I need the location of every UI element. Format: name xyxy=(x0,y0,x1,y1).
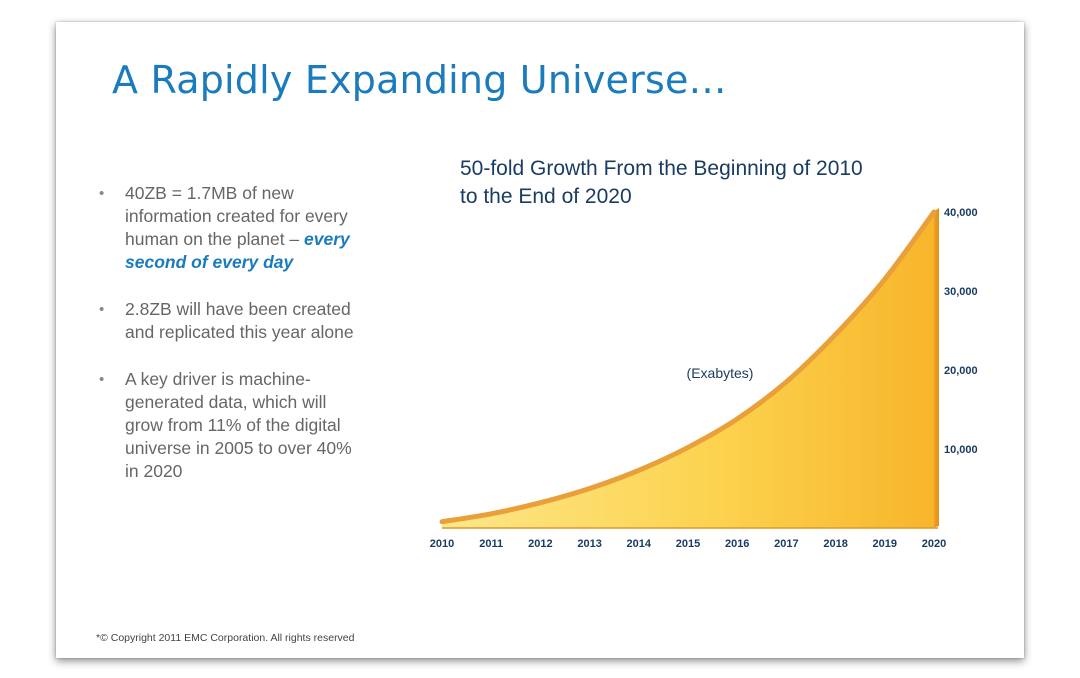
x-tick-label: 2014 xyxy=(627,538,652,550)
x-tick-label: 2010 xyxy=(430,538,454,550)
bullet-text: 40ZB = 1.7MB of new information created … xyxy=(125,183,348,249)
x-tick-label: 2018 xyxy=(823,538,847,550)
x-tick-label: 2017 xyxy=(774,538,798,550)
slide-title: A Rapidly Expanding Universe… xyxy=(112,58,727,102)
slide: A Rapidly Expanding Universe… 40ZB = 1.7… xyxy=(56,22,1024,658)
bullet-item: 2.8ZB will have been created and replica… xyxy=(96,298,366,344)
area-top-edge xyxy=(439,209,937,525)
bullet-emphasis: every second of every day xyxy=(125,229,350,272)
x-tick-label: 2020 xyxy=(922,538,946,550)
unit-label: (Exabytes) xyxy=(687,365,754,381)
x-tick-label: 2013 xyxy=(577,538,601,550)
y-tick-label: 30,000 xyxy=(944,286,978,298)
y-tick-label: 20,000 xyxy=(944,365,978,377)
x-tick-label: 2012 xyxy=(528,538,552,550)
x-tick-label: 2019 xyxy=(873,538,897,550)
y-axis: 10,000 20,000 30,000 40,000 xyxy=(944,207,978,456)
x-tick-label: 2015 xyxy=(676,538,700,550)
y-tick-label: 10,000 xyxy=(944,444,978,456)
area-right-face xyxy=(933,208,939,528)
bullet-text: 2.8ZB will have been created and replica… xyxy=(125,299,354,342)
bullet-item: 40ZB = 1.7MB of new information created … xyxy=(96,182,366,274)
bullet-list: 40ZB = 1.7MB of new information created … xyxy=(96,182,366,507)
chart-title: 50-fold Growth From the Beginning of 201… xyxy=(460,155,960,211)
x-tick-label: 2011 xyxy=(479,538,503,550)
y-tick-label: 40,000 xyxy=(944,207,978,219)
x-tick-label: 2016 xyxy=(725,538,749,550)
bullet-item: A key driver is machine-generated data, … xyxy=(96,368,366,483)
copyright-notice: *© Copyright 2011 EMC Corporation. All r… xyxy=(96,632,355,644)
chart-title-line: 50-fold Growth From the Beginning of 201… xyxy=(460,157,863,180)
bullet-text: A key driver is machine-generated data, … xyxy=(125,369,352,481)
area-series-fill xyxy=(442,212,934,528)
x-axis: 2010 2011 2012 2013 2014 2015 2016 2017 2018 2019… xyxy=(430,538,946,550)
growth-chart: 2010 2011 2012 2013 2014 2015 2016 2017 2018 2019… xyxy=(430,207,978,550)
chart-title-line: to the End of 2020 xyxy=(460,185,632,208)
